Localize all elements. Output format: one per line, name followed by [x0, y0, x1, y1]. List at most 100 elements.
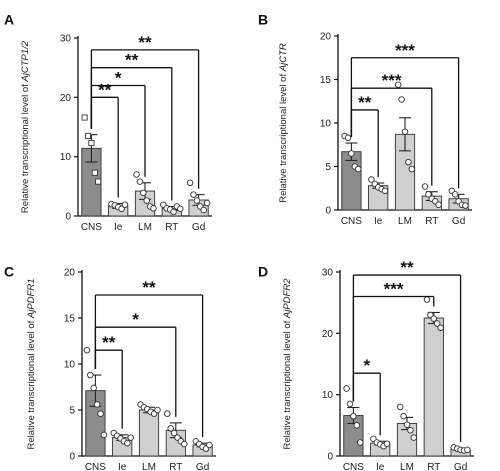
data-point — [186, 179, 194, 187]
data-point — [84, 132, 92, 139]
data-point — [356, 439, 364, 446]
y-tick-label: 15 — [320, 75, 332, 86]
x-tick-label: Gd — [196, 462, 209, 471]
data-point — [93, 401, 101, 408]
bar-lm — [138, 409, 160, 457]
data-point — [400, 412, 407, 420]
y-tick-label: 10 — [60, 152, 72, 163]
data-point — [394, 81, 402, 88]
data-point — [127, 434, 134, 441]
data-point — [425, 191, 432, 198]
data-point — [437, 324, 444, 332]
data-point — [203, 199, 211, 207]
panel-label: D — [258, 263, 268, 279]
y-axis-title-prefix: Relative transcriptional level of — [20, 82, 31, 213]
significance-label: *** — [382, 71, 402, 90]
data-point — [383, 440, 391, 447]
panel-label: B — [258, 11, 268, 27]
y-axis-title-gene: AjPDFR1 — [26, 278, 37, 319]
y-tick-label: 15 — [64, 314, 76, 325]
significance-label: * — [132, 310, 139, 329]
data-point — [87, 371, 94, 379]
y-axis-title-gene: AjPDFR2 — [282, 278, 293, 319]
data-point — [206, 441, 213, 449]
significance-label: ** — [125, 51, 139, 70]
x-tick-label: CNS — [343, 462, 364, 471]
data-point — [410, 434, 418, 441]
significance-label: ** — [358, 93, 372, 112]
data-point — [343, 385, 350, 392]
x-tick-label: Ie — [118, 462, 127, 471]
data-point — [95, 178, 102, 185]
y-tick-label: 20 — [320, 32, 332, 43]
significance-label: * — [363, 356, 370, 375]
data-point — [350, 412, 357, 420]
x-tick-label: Ie — [374, 216, 383, 227]
significance-label: *** — [384, 280, 404, 299]
data-point — [121, 201, 129, 208]
data-point — [398, 96, 405, 103]
data-point — [83, 346, 91, 354]
data-point — [190, 191, 197, 198]
data-point — [200, 206, 207, 214]
x-tick-label: CNS — [85, 462, 106, 471]
data-point — [407, 426, 414, 434]
significance-label: * — [115, 68, 122, 87]
data-point — [100, 431, 108, 439]
y-tick-label: 10 — [64, 360, 76, 371]
data-point — [433, 320, 441, 327]
x-tick-label: Gd — [454, 462, 467, 471]
data-point — [140, 189, 147, 197]
significance-label: ** — [400, 258, 414, 277]
panel-A: A Relative transcriptional level of AjCTP… — [4, 11, 212, 233]
data-point — [124, 439, 131, 447]
data-point — [170, 429, 178, 437]
data-point — [423, 296, 431, 303]
data-point — [133, 171, 140, 178]
x-tick-label: LM — [400, 462, 414, 471]
y-axis-title-prefix: Relative transcriptional level of — [282, 318, 293, 449]
x-tick-label: LM — [398, 216, 412, 227]
panel-label: C — [4, 263, 14, 279]
data-point — [177, 205, 184, 213]
data-point — [193, 197, 201, 204]
x-tick-label: CNS — [341, 216, 362, 227]
x-tick-label: Ie — [114, 222, 123, 233]
data-point — [464, 446, 471, 454]
y-tick-label: 20 — [60, 93, 72, 104]
y-tick-label: 30 — [60, 34, 72, 45]
significance-label: ** — [98, 80, 112, 99]
data-point — [150, 205, 157, 212]
data-point — [451, 191, 459, 198]
data-point — [143, 197, 150, 204]
y-tick-label: 0 — [327, 452, 333, 463]
data-point — [154, 406, 161, 414]
data-point — [136, 178, 144, 185]
data-point — [91, 169, 98, 176]
data-point — [164, 410, 171, 417]
data-point — [396, 403, 404, 411]
data-point — [167, 425, 174, 432]
data-point — [90, 384, 97, 392]
y-tick-label: 0 — [65, 212, 71, 223]
y-tick-label: 10 — [322, 390, 334, 401]
x-tick-label: Ie — [376, 462, 385, 471]
data-point — [435, 201, 442, 209]
data-point — [421, 183, 429, 190]
data-point — [346, 400, 354, 408]
data-point — [170, 208, 177, 216]
x-tick-label: LM — [142, 462, 156, 471]
y-tick-label: 20 — [322, 329, 334, 340]
panel-C: C Relative transcriptional level of AjPDF… — [4, 263, 216, 471]
y-axis-title: Relative transcriptional level of AjCTR — [278, 43, 289, 203]
data-point — [118, 205, 125, 213]
x-tick-label: RT — [169, 462, 182, 471]
data-point — [354, 165, 362, 173]
y-axis-title-prefix: Relative transcriptional level of — [278, 71, 289, 202]
y-axis-title: Relative transcriptional level of AjPDFR… — [26, 278, 37, 449]
significance-label: ** — [138, 33, 152, 52]
y-tick-label: 0 — [69, 452, 75, 463]
x-tick-label: CNS — [81, 222, 102, 233]
data-point — [462, 202, 469, 209]
